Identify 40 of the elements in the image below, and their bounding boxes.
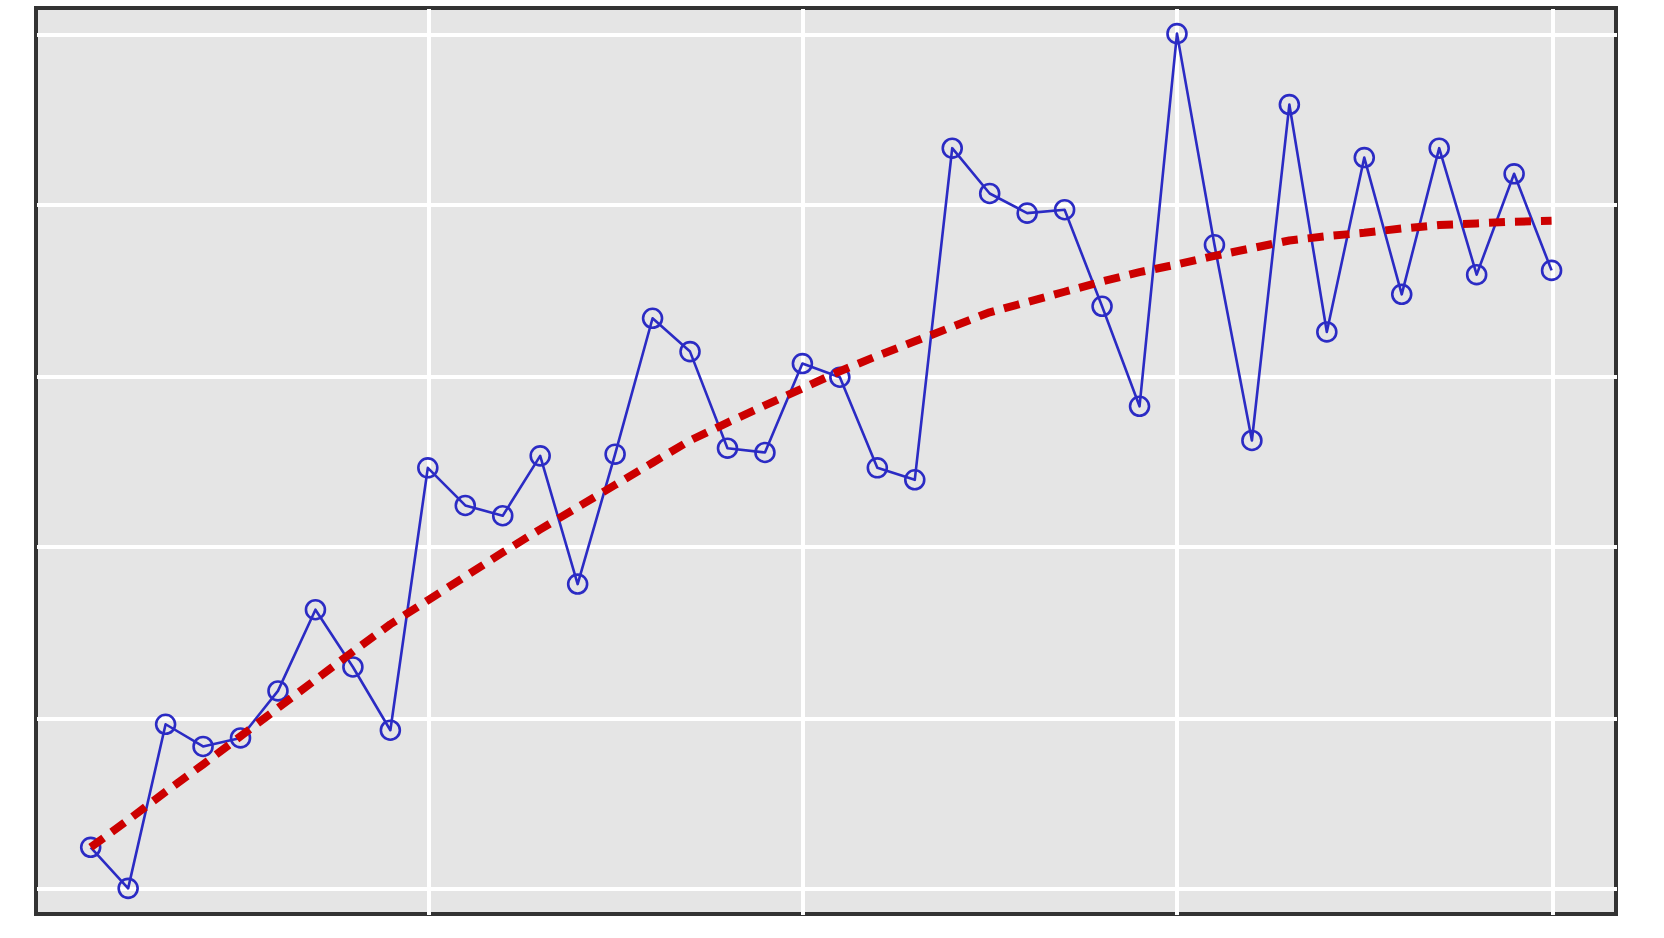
point: [1353, 146, 1376, 169]
point: [417, 457, 439, 479]
point: [342, 656, 364, 678]
point: [1128, 395, 1151, 418]
point: [117, 877, 139, 900]
point: [529, 445, 551, 467]
point: [1428, 137, 1450, 159]
point: [978, 182, 1001, 205]
point: [903, 469, 926, 491]
point: [154, 713, 177, 736]
point: [192, 735, 214, 758]
point: [1278, 93, 1301, 116]
point: [1390, 283, 1413, 306]
point: [379, 719, 402, 741]
point: [1203, 233, 1226, 256]
point: [941, 137, 964, 159]
point: [566, 573, 589, 595]
point: [829, 366, 851, 389]
point: [1465, 263, 1488, 286]
point: [791, 352, 814, 375]
point: [1166, 22, 1188, 45]
point: [754, 441, 776, 464]
point: [79, 836, 102, 859]
point: [1053, 198, 1076, 221]
point: [1241, 429, 1263, 452]
point: [641, 307, 664, 330]
point: [491, 504, 514, 527]
point: [1503, 163, 1525, 185]
point: [1016, 202, 1038, 224]
point: [866, 457, 889, 479]
point: [454, 494, 477, 517]
point: [679, 340, 701, 363]
point: [1091, 295, 1113, 318]
point: [304, 598, 327, 621]
point: [716, 437, 739, 459]
point: [267, 680, 289, 702]
point: [1316, 321, 1338, 343]
point: [604, 443, 626, 465]
point: [1540, 259, 1563, 282]
point: [229, 727, 252, 749]
